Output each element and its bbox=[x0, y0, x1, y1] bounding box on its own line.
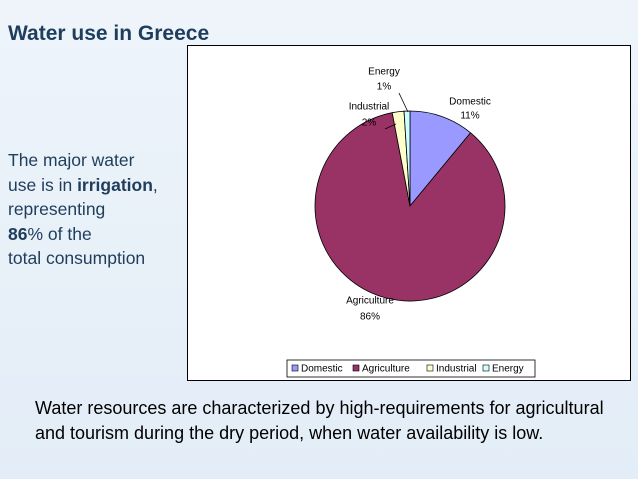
legend-label: Energy bbox=[492, 364, 524, 375]
legend-swatch bbox=[426, 364, 434, 372]
legend-label: Agriculture bbox=[362, 364, 410, 375]
side-line: use is in irrigation, bbox=[8, 173, 158, 198]
slice-label: Agriculture bbox=[346, 296, 394, 307]
pie-slice bbox=[409, 110, 472, 208]
slice-label: Domestic bbox=[449, 97, 491, 108]
side-line: representing bbox=[8, 197, 158, 222]
slice-value-label: 86% bbox=[360, 312, 380, 323]
slice-label: Energy bbox=[368, 67, 400, 78]
side-line: 86% of the bbox=[8, 222, 158, 247]
pie-slice bbox=[314, 112, 506, 302]
slice-value-label: 2% bbox=[362, 118, 377, 129]
slide-title: Water use in Greece bbox=[8, 22, 210, 45]
leader-line bbox=[398, 92, 409, 113]
footer-text: Water resources are characterized by hig… bbox=[35, 398, 604, 443]
slice-value-label: 1% bbox=[377, 82, 392, 93]
legend-label: Domestic bbox=[301, 364, 343, 375]
side-line: The major water bbox=[8, 148, 158, 173]
legend-label: Industrial bbox=[436, 364, 477, 375]
chart: Domestic 11% Agriculture 86% Industrial 2% Ene… bbox=[187, 45, 631, 381]
text-run: 86 bbox=[8, 223, 28, 244]
text-run: use is in bbox=[8, 174, 78, 195]
side-text: The major water use is in irrigation, repr… bbox=[8, 148, 158, 271]
slice-value-label: 11% bbox=[460, 111, 479, 122]
legend-swatch bbox=[352, 364, 360, 372]
leader-line bbox=[384, 123, 397, 130]
text-run: The major water bbox=[8, 150, 135, 170]
text-run: , bbox=[152, 174, 158, 195]
legend-swatch bbox=[482, 364, 490, 372]
text-run: % of the bbox=[27, 223, 92, 244]
text-run: irrigation bbox=[77, 174, 153, 195]
slice-label: Industrial bbox=[349, 102, 390, 113]
text-run: total consumption bbox=[8, 248, 146, 268]
legend-box bbox=[286, 359, 536, 378]
pie-slice bbox=[403, 110, 411, 207]
legend-swatch bbox=[291, 364, 299, 372]
text-run: representing bbox=[8, 199, 106, 219]
side-line: total consumption bbox=[8, 246, 158, 271]
